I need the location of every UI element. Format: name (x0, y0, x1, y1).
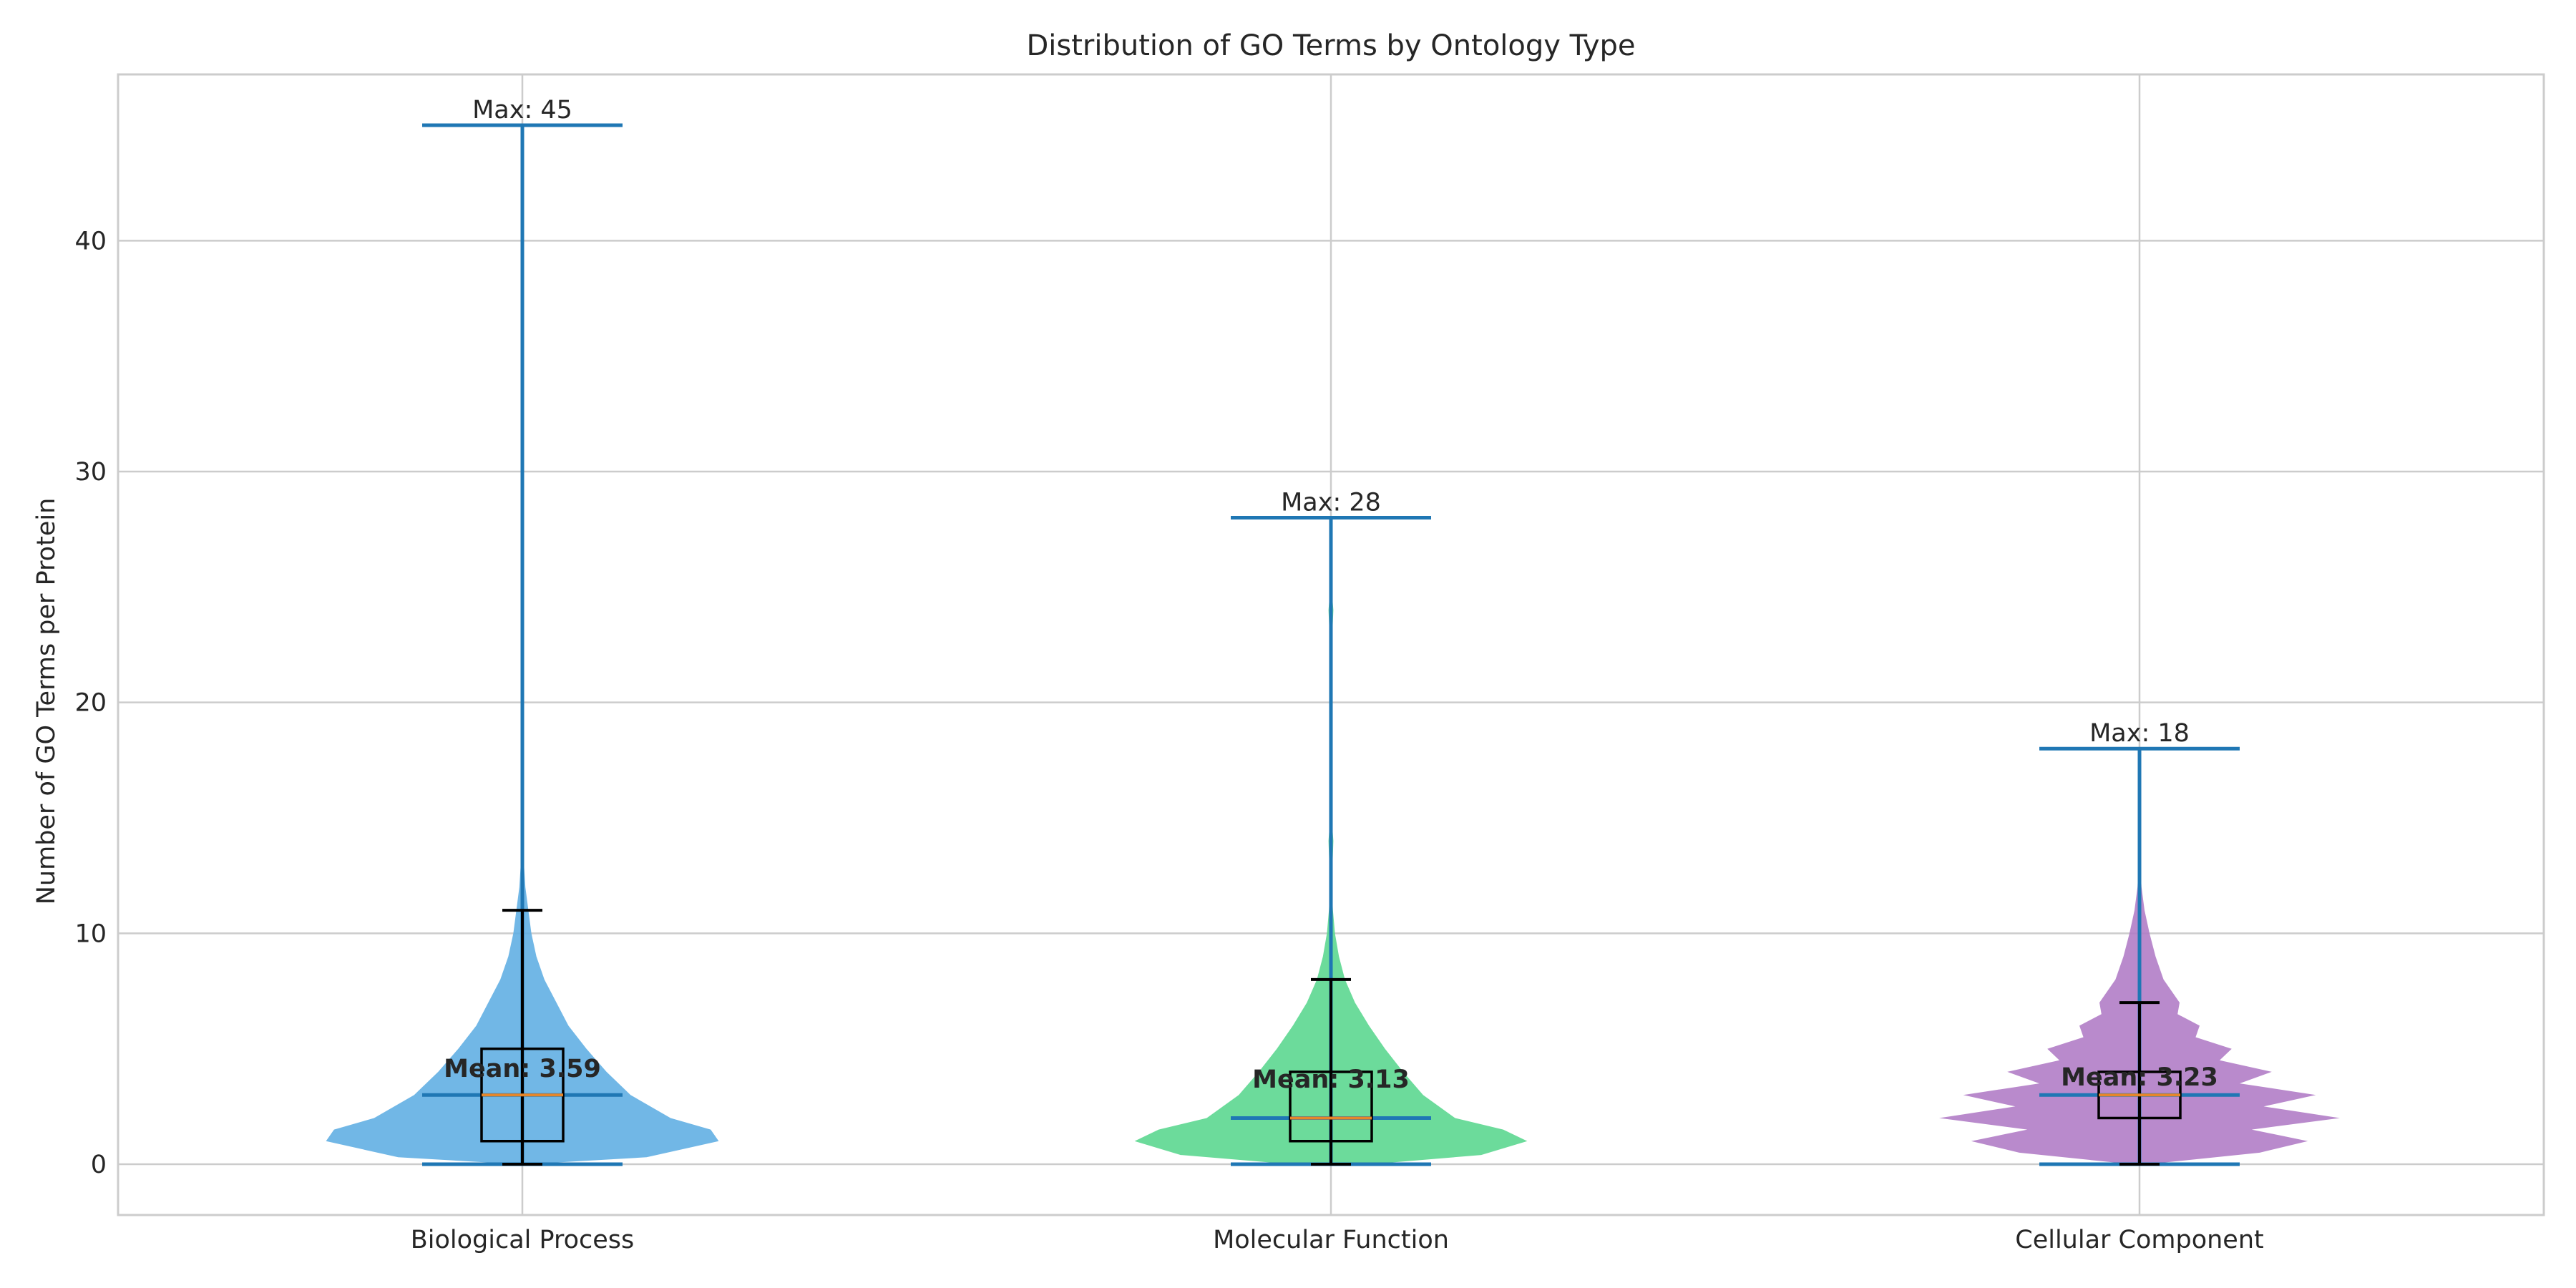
max-label: Max: 18 (2089, 719, 2190, 748)
y-tick-label: 20 (74, 689, 107, 718)
mean-label: Mean: 3.23 (2061, 1063, 2218, 1092)
mean-label: Mean: 3.13 (1252, 1065, 1410, 1094)
y-tick-label: 10 (74, 919, 107, 948)
violin-group: Max: 18 Mean: 3.23 (1939, 719, 2340, 1166)
mean-label: Mean: 3.59 (444, 1055, 601, 1083)
x-tick-label: Molecular Function (1213, 1226, 1449, 1254)
max-label: Max: 28 (1281, 489, 1381, 517)
plot-frame (117, 73, 2545, 1216)
x-tick-label: Cellular Component (2015, 1226, 2264, 1254)
x-tick-label: Biological Process (411, 1226, 635, 1254)
chart-title: Distribution of GO Terms by Ontology Typ… (1026, 29, 1635, 62)
violin-group: Max: 45 Mean: 3.59 (326, 96, 719, 1166)
y-axis-label: Number of GO Terms per Protein (32, 498, 61, 905)
plot-area: 0 10 20 30 40 Biological Process Molecular Fun… (74, 73, 2545, 1254)
y-tick-label: 0 (91, 1151, 107, 1179)
iqr-box (1289, 1070, 1373, 1143)
y-tick-label: 30 (74, 458, 107, 487)
max-label: Max: 45 (472, 96, 572, 125)
violin-group: Max: 28 Mean: 3.13 (1134, 489, 1528, 1166)
y-tick-label: 40 (74, 227, 107, 255)
